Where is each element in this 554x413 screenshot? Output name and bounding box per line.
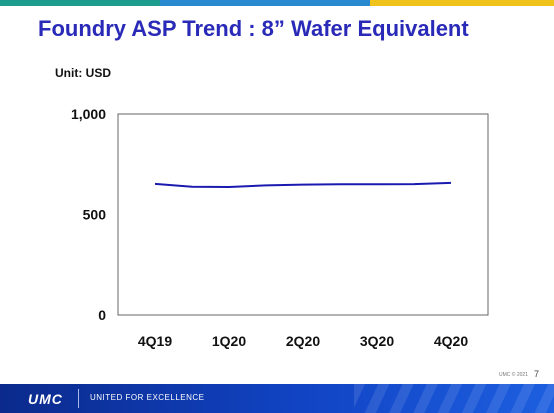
top-color-bar — [0, 0, 554, 6]
page-number: 7 — [534, 369, 540, 379]
asp-trend-chart: 0 500 1,000 4Q19 1Q20 2Q20 3Q20 4Q20 — [71, 106, 489, 349]
y-tick-label: 500 — [83, 207, 107, 223]
footer-divider — [78, 389, 79, 408]
top-bar-segment-teal — [0, 0, 160, 6]
x-tick-label: 3Q20 — [360, 333, 394, 349]
y-axis-ticks: 0 500 1,000 — [71, 106, 106, 323]
x-tick-label: 1Q20 — [212, 333, 246, 349]
x-tick-label: 4Q20 — [434, 333, 468, 349]
top-bar-segment-blue — [160, 0, 370, 6]
asp-series-line — [154, 181, 452, 189]
x-axis-ticks: 4Q19 1Q20 2Q20 3Q20 4Q20 — [138, 333, 468, 349]
y-tick-label: 0 — [98, 307, 106, 323]
copyright-text: UMC © 2021 — [499, 372, 528, 378]
plot-frame — [117, 113, 489, 316]
umc-logo: UMC — [28, 391, 63, 407]
top-bar-segment-yellow — [370, 0, 554, 6]
footer-stripe-pattern — [354, 384, 554, 413]
slide-title: Foundry ASP Trend : 8” Wafer Equivalent — [38, 16, 469, 41]
x-tick-label: 4Q19 — [138, 333, 172, 349]
y-tick-label: 1,000 — [71, 106, 106, 122]
footer-tagline: UNITED FOR EXCELLENCE — [90, 393, 205, 402]
unit-label: Unit: USD — [55, 66, 111, 80]
footer-bar: UMC UNITED FOR EXCELLENCE — [0, 384, 554, 413]
x-tick-label: 2Q20 — [286, 333, 320, 349]
